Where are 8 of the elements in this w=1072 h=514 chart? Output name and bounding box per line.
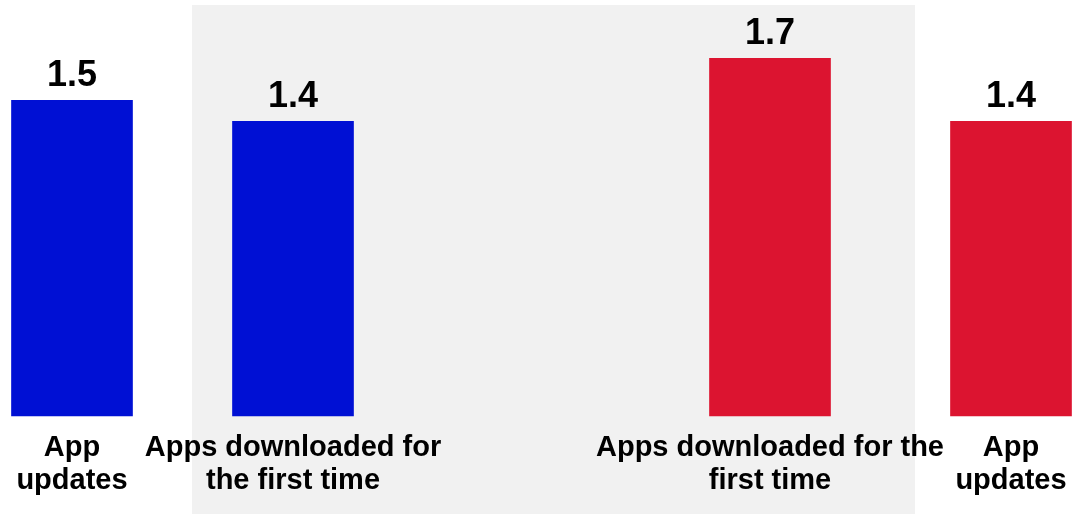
data-label: 1.4 bbox=[267, 74, 319, 116]
data-label: 1.5 bbox=[46, 53, 98, 95]
x-tick-label: App updates bbox=[16, 430, 128, 496]
x-tick-label: Apps downloaded for the first time bbox=[144, 430, 442, 496]
x-tick-label: App updates bbox=[955, 430, 1067, 496]
data-label: 1.7 bbox=[744, 11, 796, 53]
x-tick-label: Apps downloaded for the first time bbox=[596, 430, 944, 496]
data-label: 1.4 bbox=[985, 74, 1037, 116]
